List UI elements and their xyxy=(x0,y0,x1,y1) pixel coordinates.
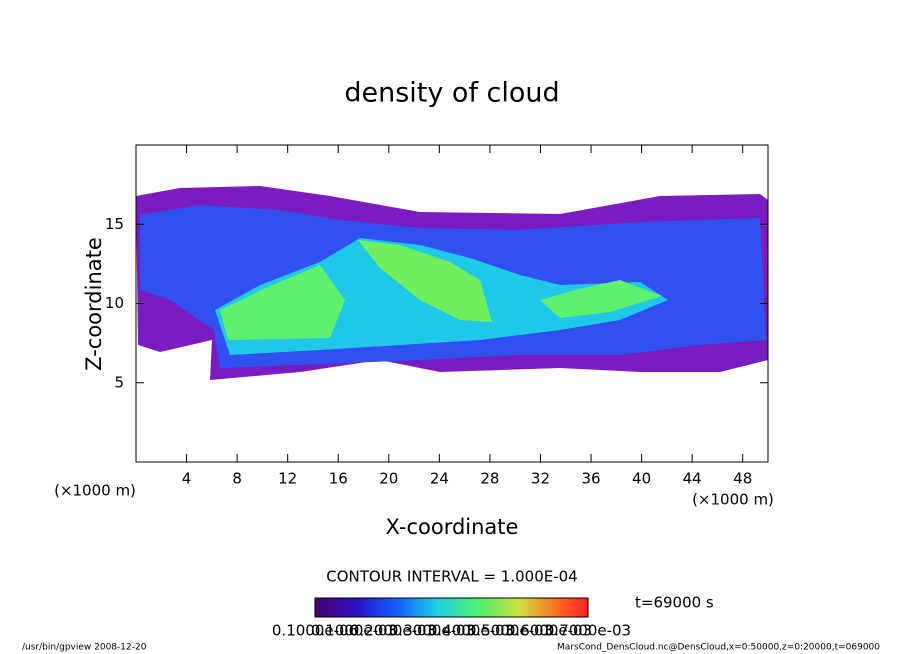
x-tick-label: 36 xyxy=(581,470,600,488)
colorbar-label: 0.3000e-03 xyxy=(389,622,475,640)
time-label: t=69000 s xyxy=(635,594,714,612)
x-tick-label: 32 xyxy=(531,470,550,488)
colorbar-label: 0.5000e-03 xyxy=(467,622,553,640)
y-axis-title: Z-coordinate xyxy=(82,237,106,371)
x-tick-label: 28 xyxy=(480,470,499,488)
colorbar-label: 0.2000e-03 xyxy=(350,622,436,640)
x-unit: (×1000 m) xyxy=(692,491,774,509)
y-tick-label: 15 xyxy=(105,215,124,233)
y-tick-label: 5 xyxy=(114,373,124,391)
footer-left: /usr/bin/gpview 2008-12-20 xyxy=(22,643,147,653)
colorbar xyxy=(314,597,589,618)
x-tick-label: 40 xyxy=(632,470,651,488)
y-tick-label: 10 xyxy=(105,294,124,312)
y-unit: (×1000 m) xyxy=(54,482,136,500)
x-tick-label: 8 xyxy=(232,470,242,488)
x-tick-label: 16 xyxy=(329,470,348,488)
colorbar-label: 0.6000e-03 xyxy=(506,622,592,640)
colorbar-label: 0.1000e-03 xyxy=(311,622,397,640)
x-tick-label: 44 xyxy=(683,470,702,488)
colorbar-label: 0.1000e-06 xyxy=(272,622,358,640)
x-tick-label: 4 xyxy=(182,470,192,488)
chart-title: density of cloud xyxy=(344,78,559,109)
x-tick-label: 20 xyxy=(379,470,398,488)
colorbar-label: 0.4000e-03 xyxy=(428,622,514,640)
footer-right: MarsCond_DensCloud.nc@DensCloud,x=0:5000… xyxy=(557,643,880,653)
x-tick-label: 24 xyxy=(430,470,449,488)
contour-interval: CONTOUR INTERVAL = 1.000E-04 xyxy=(326,568,577,586)
x-tick-label: 12 xyxy=(278,470,297,488)
field xyxy=(136,186,768,380)
colorbar-label: 0.7000e-03 xyxy=(545,622,631,640)
x-tick-label: 48 xyxy=(733,470,752,488)
x-axis-title: X-coordinate xyxy=(386,515,519,539)
